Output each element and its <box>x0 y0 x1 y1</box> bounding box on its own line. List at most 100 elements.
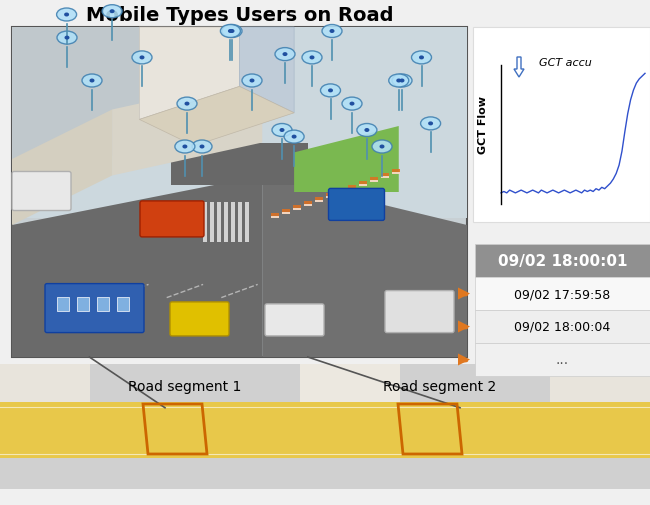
Bar <box>393 170 400 175</box>
Text: GCT Flow: GCT Flow <box>478 96 488 154</box>
Ellipse shape <box>275 48 295 62</box>
Polygon shape <box>112 77 262 176</box>
Bar <box>245 203 249 242</box>
FancyArrow shape <box>514 58 524 78</box>
Bar <box>359 182 367 187</box>
Ellipse shape <box>419 56 424 60</box>
Ellipse shape <box>200 145 205 149</box>
Ellipse shape <box>421 118 441 131</box>
Bar <box>370 178 378 183</box>
Ellipse shape <box>229 30 235 34</box>
Ellipse shape <box>64 14 69 18</box>
Ellipse shape <box>322 25 342 38</box>
Bar <box>97 297 109 311</box>
Bar <box>210 203 214 242</box>
Ellipse shape <box>283 53 287 57</box>
Ellipse shape <box>328 89 333 93</box>
Ellipse shape <box>82 75 102 88</box>
Bar <box>282 210 291 215</box>
Ellipse shape <box>102 6 122 19</box>
Polygon shape <box>12 176 262 358</box>
Ellipse shape <box>357 124 377 137</box>
FancyBboxPatch shape <box>45 284 144 333</box>
FancyBboxPatch shape <box>265 305 324 336</box>
Ellipse shape <box>183 145 187 149</box>
Ellipse shape <box>280 129 285 133</box>
Ellipse shape <box>392 75 412 88</box>
Bar <box>382 177 389 179</box>
FancyArrow shape <box>458 321 470 333</box>
Text: GCT accu: GCT accu <box>539 58 592 68</box>
Bar <box>282 213 291 215</box>
Ellipse shape <box>110 10 114 14</box>
FancyBboxPatch shape <box>385 291 454 333</box>
Bar <box>12 28 467 219</box>
Ellipse shape <box>365 129 369 133</box>
FancyBboxPatch shape <box>12 172 71 211</box>
Bar <box>382 174 389 179</box>
Ellipse shape <box>389 75 409 88</box>
Bar <box>315 198 323 203</box>
Bar <box>271 214 280 219</box>
Ellipse shape <box>302 52 322 65</box>
Polygon shape <box>12 110 112 226</box>
Bar <box>473 28 650 223</box>
FancyBboxPatch shape <box>170 302 229 336</box>
Ellipse shape <box>411 52 432 65</box>
Ellipse shape <box>396 79 401 83</box>
Bar <box>304 205 313 207</box>
Bar <box>326 194 334 199</box>
FancyBboxPatch shape <box>140 201 204 237</box>
Bar <box>475 244 650 277</box>
Ellipse shape <box>175 141 195 154</box>
Ellipse shape <box>350 103 354 107</box>
Bar <box>337 193 345 195</box>
Bar <box>224 203 228 242</box>
FancyBboxPatch shape <box>328 189 385 221</box>
Text: 09/02 18:00:04: 09/02 18:00:04 <box>514 320 610 333</box>
Bar <box>475 311 650 343</box>
Ellipse shape <box>222 25 242 38</box>
Bar <box>300 364 400 427</box>
Text: Road segment 2: Road segment 2 <box>384 380 497 394</box>
Bar <box>77 297 89 311</box>
Ellipse shape <box>64 36 70 40</box>
Bar <box>348 189 356 191</box>
Polygon shape <box>12 28 230 176</box>
Polygon shape <box>239 28 294 114</box>
Bar <box>0 401 650 458</box>
Ellipse shape <box>132 52 152 65</box>
Ellipse shape <box>192 141 212 154</box>
Bar <box>293 209 302 211</box>
Ellipse shape <box>242 75 262 88</box>
Bar <box>0 364 650 489</box>
Bar <box>293 206 302 211</box>
Ellipse shape <box>57 9 77 22</box>
FancyArrow shape <box>458 288 470 300</box>
Ellipse shape <box>330 30 335 34</box>
Bar <box>0 364 90 427</box>
Ellipse shape <box>177 98 197 111</box>
Bar <box>337 190 345 195</box>
Ellipse shape <box>185 103 190 107</box>
Bar <box>550 364 650 427</box>
Polygon shape <box>262 176 467 358</box>
Ellipse shape <box>90 79 94 83</box>
Polygon shape <box>171 143 307 186</box>
Bar <box>304 202 313 207</box>
Bar <box>475 343 650 376</box>
Ellipse shape <box>220 25 240 38</box>
Bar <box>370 181 378 183</box>
Ellipse shape <box>284 131 304 144</box>
Ellipse shape <box>309 56 315 60</box>
Text: 09/02 17:59:58: 09/02 17:59:58 <box>514 287 610 300</box>
Bar <box>475 277 650 311</box>
Bar <box>348 186 356 191</box>
Ellipse shape <box>320 85 341 97</box>
Polygon shape <box>294 127 398 192</box>
Polygon shape <box>139 28 239 120</box>
Ellipse shape <box>292 135 296 139</box>
Text: Mobile Types Users on Road: Mobile Types Users on Road <box>86 6 394 24</box>
Bar <box>203 203 207 242</box>
Bar <box>117 297 129 311</box>
